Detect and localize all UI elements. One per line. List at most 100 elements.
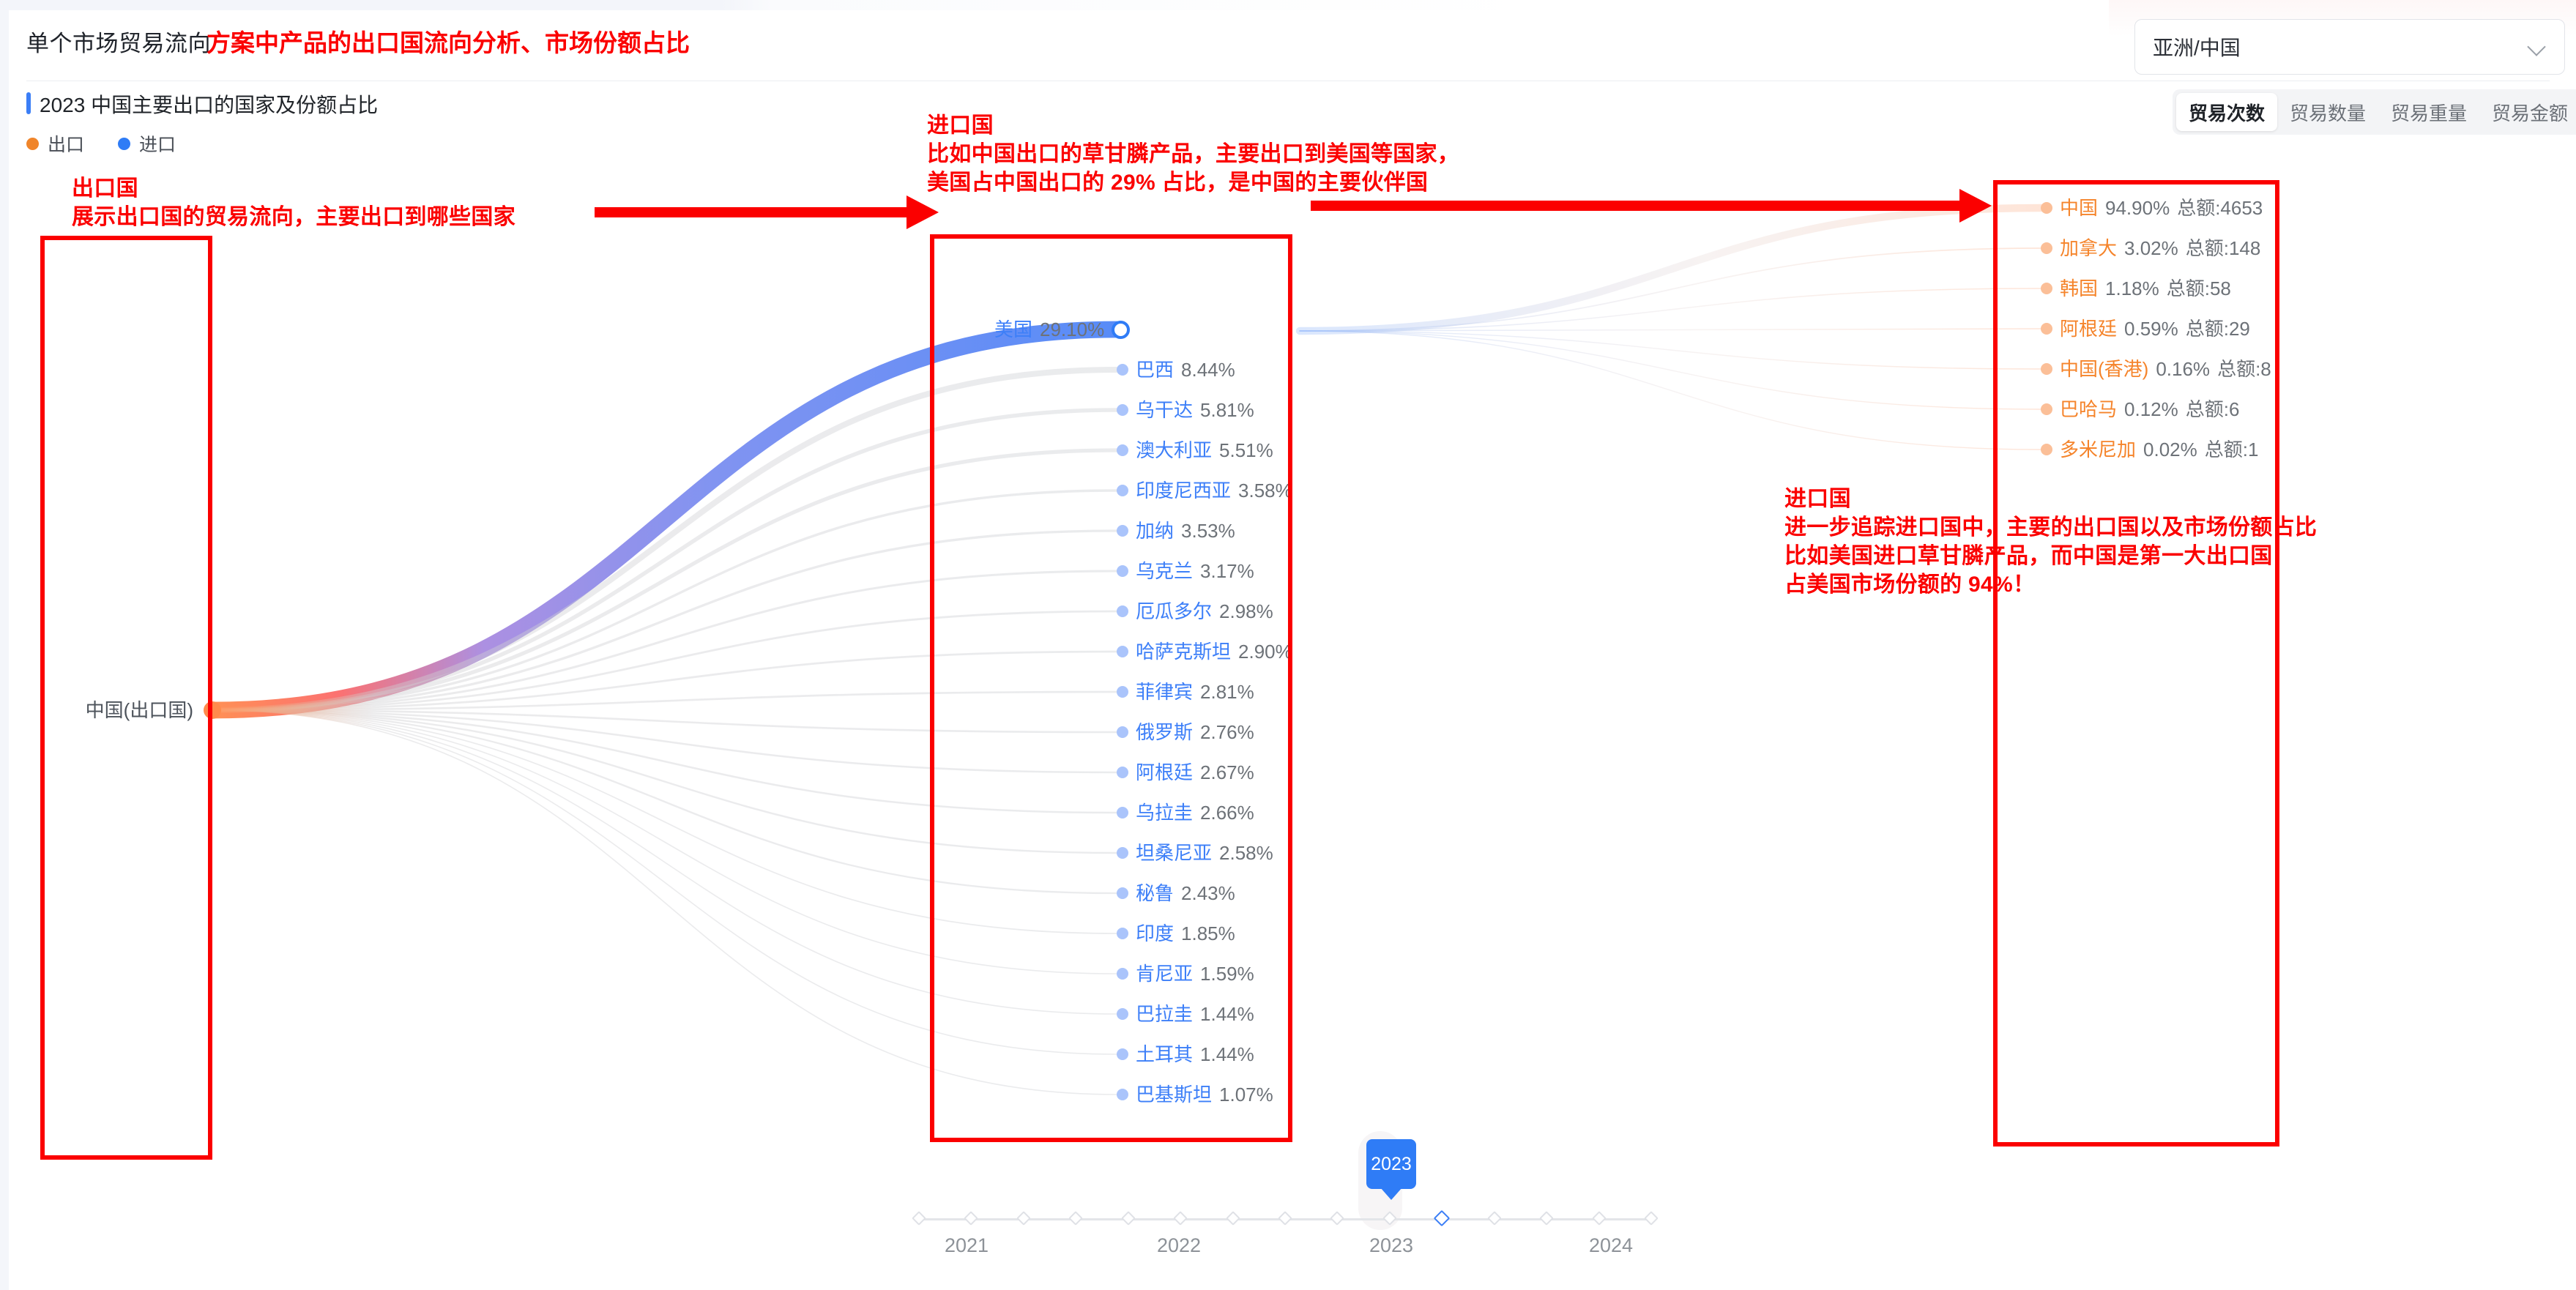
tab-trade-quantity[interactable]: 贸易数量 xyxy=(2290,102,2367,124)
node-pct: 29.10% xyxy=(1040,318,1105,340)
timeline-tick[interactable] xyxy=(1486,1211,1502,1226)
timeline-slider[interactable]: 2021 2022 2023 2024 xyxy=(912,1209,1659,1256)
node-dot-icon xyxy=(1117,968,1128,980)
timeline-tick[interactable] xyxy=(1068,1211,1084,1226)
chart-legend: 出口 进口 xyxy=(26,130,176,157)
timeline-tick[interactable] xyxy=(1278,1211,1292,1226)
sankey-node-dest-14[interactable]: 秘鲁 2.43% xyxy=(1117,884,1235,903)
node-name: 巴西 xyxy=(1136,359,1175,381)
sankey-node-dest-18[interactable]: 土耳其 1.44% xyxy=(1117,1045,1254,1064)
sankey-node-source-6[interactable]: 多米尼加 0.02% 总额:1 xyxy=(2041,440,2258,459)
sankey-node-source-0[interactable]: 中国 94.90% 总额:4653 xyxy=(2041,198,2263,217)
node-name: 菲律宾 xyxy=(1136,681,1194,703)
sankey-node-dest-17[interactable]: 巴拉圭 1.44% xyxy=(1117,1004,1254,1024)
node-total: 总额:58 xyxy=(2166,277,2231,299)
metric-tab-group[interactable]: 贸易次数 贸易数量 贸易重量 贸易金额 xyxy=(2173,89,2576,135)
node-pct: 2.43% xyxy=(1181,882,1235,904)
sankey-node-source-5[interactable]: 巴哈马 0.12% 总额:6 xyxy=(2041,400,2239,419)
timeline-tick-current[interactable] xyxy=(1433,1209,1451,1227)
timeline-tick[interactable] xyxy=(1539,1211,1555,1226)
node-pct: 1.18% xyxy=(2105,277,2159,299)
node-pct: 5.51% xyxy=(1219,439,1273,461)
node-name: 加纳 xyxy=(1136,520,1175,542)
node-pct: 8.44% xyxy=(1181,359,1235,381)
node-dot-icon xyxy=(1117,1089,1128,1100)
timeline-tick[interactable] xyxy=(1591,1211,1607,1226)
node-name: 阿根廷 xyxy=(2060,318,2118,340)
tab-trade-weight[interactable]: 贸易重量 xyxy=(2391,102,2468,124)
sankey-node-dest-15[interactable]: 印度 1.85% xyxy=(1117,924,1235,943)
node-dot-icon xyxy=(1117,686,1128,698)
timeline-tick[interactable] xyxy=(1016,1211,1031,1226)
node-pct: 2.66% xyxy=(1200,802,1254,824)
node-dot-icon xyxy=(2041,202,2052,214)
node-dot-icon xyxy=(1117,565,1128,577)
tab-trade-count[interactable]: 贸易次数 xyxy=(2176,93,2278,131)
node-dot-icon xyxy=(1117,767,1128,778)
timeline-year-2021: 2021 xyxy=(944,1234,989,1256)
top-ambient-strip xyxy=(0,0,2576,10)
node-pct: 0.59% xyxy=(2124,318,2178,340)
timeline-current-bubble[interactable]: 2023 xyxy=(1366,1139,1416,1189)
node-dot-icon xyxy=(1117,726,1128,738)
node-name: 俄罗斯 xyxy=(1136,721,1194,743)
timeline-tick[interactable] xyxy=(1330,1211,1345,1226)
sankey-node-dest-6[interactable]: 乌克兰 3.17% xyxy=(1117,562,1254,581)
annotation-export-country: 出口国 展示出口国的贸易流向，主要出口到哪些国家 xyxy=(72,176,515,229)
sankey-node-dest-8[interactable]: 哈萨克斯坦 2.90% xyxy=(1117,642,1292,661)
node-name: 多米尼加 xyxy=(2060,439,2137,461)
node-name: 美国 xyxy=(994,318,1033,340)
timeline-tick[interactable] xyxy=(1173,1211,1188,1226)
sankey-node-dest-11[interactable]: 阿根廷 2.67% xyxy=(1117,763,1254,782)
timeline-tick[interactable] xyxy=(1120,1211,1136,1226)
node-pct: 0.12% xyxy=(2124,398,2178,420)
annotation-import-country: 进口国 比如中国出口的草甘膦产品，主要出口到美国等国家， 美国占中国出口的 29… xyxy=(927,113,1460,195)
node-pct: 1.07% xyxy=(1219,1084,1273,1106)
node-name: 印度 xyxy=(1136,922,1175,944)
timeline-year-2022: 2022 xyxy=(1156,1234,1202,1256)
sankey-node-dest-2[interactable]: 乌干达 5.81% xyxy=(1117,400,1254,420)
sankey-node-source-1[interactable]: 加拿大 3.02% 总额:148 xyxy=(2041,239,2260,258)
sankey-node-dest-19[interactable]: 巴基斯坦 1.07% xyxy=(1117,1085,1273,1104)
region-select[interactable]: 亚洲/中国 xyxy=(2134,19,2565,75)
sankey-node-dest-9[interactable]: 菲律宾 2.81% xyxy=(1117,682,1254,701)
sankey-node-dest-7[interactable]: 厄瓜多尔 2.98% xyxy=(1117,602,1273,621)
sankey-node-source-china[interactable]: 中国(出口国) xyxy=(86,701,193,720)
sankey-node-dest-1[interactable]: 巴西 8.44% xyxy=(1117,360,1235,379)
timeline-tick[interactable] xyxy=(912,1211,926,1226)
tab-trade-amount[interactable]: 贸易金额 xyxy=(2492,102,2569,124)
sankey-node-dest-4[interactable]: 印度尼西亚 3.58% xyxy=(1117,481,1292,500)
node-label-text: 中国(出口国) xyxy=(85,699,193,721)
sankey-node-dest-10[interactable]: 俄罗斯 2.76% xyxy=(1117,723,1254,742)
node-pct: 1.44% xyxy=(1200,1003,1254,1025)
sankey-node-dest-12[interactable]: 乌拉圭 2.66% xyxy=(1117,803,1254,822)
node-dot-icon xyxy=(1117,364,1128,376)
sankey-node-dest-3[interactable]: 澳大利亚 5.51% xyxy=(1117,441,1273,460)
node-pct: 3.02% xyxy=(2124,237,2178,259)
node-total: 总额:6 xyxy=(2185,398,2240,420)
sankey-node-dest-16[interactable]: 肯尼亚 1.59% xyxy=(1117,964,1254,983)
sankey-node-source-2[interactable]: 韩国 1.18% 总额:58 xyxy=(2041,279,2231,298)
node-name: 中国(香港) xyxy=(2060,358,2149,380)
sankey-node-dest-13[interactable]: 坦桑尼亚 2.58% xyxy=(1117,843,1273,862)
sankey-node-source-3[interactable]: 阿根廷 0.59% 总额:29 xyxy=(2041,319,2250,338)
node-dot-icon xyxy=(1117,485,1128,496)
chart-title: 2023 中国主要出口的国家及份额占比 xyxy=(40,94,379,116)
timeline-tick[interactable] xyxy=(1644,1211,1659,1226)
region-select-value: 亚洲/中国 xyxy=(2153,37,2241,59)
node-name: 厄瓜多尔 xyxy=(1136,600,1213,622)
node-name: 土耳其 xyxy=(1136,1043,1194,1065)
sankey-node-dest-0[interactable]: 美国 29.10% xyxy=(994,318,1131,340)
node-total: 总额:29 xyxy=(2185,318,2250,340)
timeline-tick[interactable] xyxy=(964,1211,979,1226)
node-dot-icon xyxy=(2041,403,2052,415)
node-pct: 0.02% xyxy=(2143,439,2197,461)
node-pct: 2.81% xyxy=(1200,681,1254,703)
node-pct: 1.85% xyxy=(1181,922,1235,944)
node-dot-icon xyxy=(1117,525,1128,537)
sankey-node-dest-5[interactable]: 加纳 3.53% xyxy=(1117,521,1235,540)
node-pct: 0.16% xyxy=(2156,358,2211,380)
node-pct: 1.59% xyxy=(1200,963,1254,985)
sankey-node-source-4[interactable]: 中国(香港) 0.16% 总额:8 xyxy=(2041,359,2271,379)
timeline-tick[interactable] xyxy=(1225,1211,1240,1226)
